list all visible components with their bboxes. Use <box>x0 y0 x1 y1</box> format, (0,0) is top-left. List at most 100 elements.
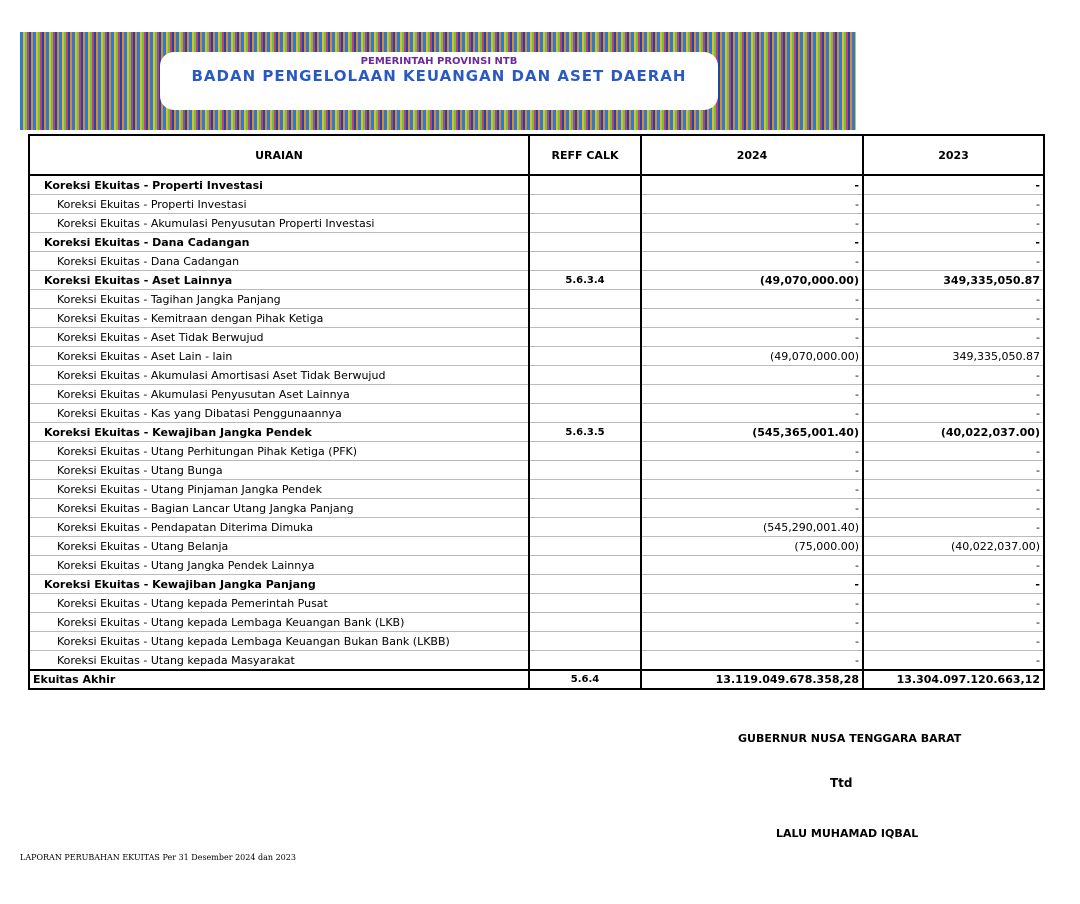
signature-title: GUBERNUR NUSA TENGGARA BARAT <box>738 732 962 745</box>
row-2024: - <box>640 593 864 613</box>
row-2024: - <box>640 650 864 671</box>
table-row: Koreksi Ekuitas - Utang kepada Lembaga K… <box>28 631 1045 651</box>
row-reff <box>528 517 642 537</box>
row-label: Koreksi Ekuitas - Akumulasi Penyusutan A… <box>28 384 530 404</box>
row-label: Koreksi Ekuitas - Aset Lain - lain <box>28 346 530 366</box>
row-reff <box>528 327 642 347</box>
table-row: Koreksi Ekuitas - Aset Lainnya 5.6.3.4 (49… <box>28 270 1045 290</box>
row-label: Koreksi Ekuitas - Akumulasi Penyusutan P… <box>28 213 530 233</box>
row-2023: - <box>862 650 1045 671</box>
row-2023: - <box>862 631 1045 651</box>
row-2024: - <box>640 251 864 271</box>
table-row: Koreksi Ekuitas - Utang Bunga - - <box>28 460 1045 480</box>
row-2023: - <box>862 460 1045 480</box>
row-2023: - <box>862 574 1045 594</box>
row-2024: - <box>640 460 864 480</box>
row-2023: - <box>862 175 1045 195</box>
row-label: Koreksi Ekuitas - Utang kepada Masyaraka… <box>28 650 530 671</box>
header-2024: 2024 <box>640 134 864 176</box>
row-2024: - <box>640 612 864 632</box>
row-label: Koreksi Ekuitas - Dana Cadangan <box>28 232 530 252</box>
row-2023: - <box>862 213 1045 233</box>
row-2024: - <box>640 213 864 233</box>
row-reff: 5.6.3.5 <box>528 422 642 442</box>
row-2023: - <box>862 555 1045 575</box>
row-2024: - <box>640 308 864 328</box>
row-label: Koreksi Ekuitas - Utang kepada Pemerinta… <box>28 593 530 613</box>
total-label: Ekuitas Akhir <box>28 669 530 690</box>
row-reff <box>528 631 642 651</box>
table-row: Koreksi Ekuitas - Dana Cadangan - - <box>28 232 1045 252</box>
table-row: Koreksi Ekuitas - Akumulasi Penyusutan A… <box>28 384 1045 404</box>
footer-text: LAPORAN PERUBAHAN EKUITAS Per 31 Desembe… <box>20 853 296 862</box>
row-reff <box>528 555 642 575</box>
row-label: Koreksi Ekuitas - Utang kepada Lembaga K… <box>28 631 530 651</box>
row-2024: (49,070,000.00) <box>640 346 864 366</box>
table-row: Koreksi Ekuitas - Utang kepada Masyaraka… <box>28 650 1045 671</box>
row-reff <box>528 650 642 671</box>
row-reff <box>528 289 642 309</box>
row-2023: - <box>862 498 1045 518</box>
row-reff <box>528 308 642 328</box>
row-label: Koreksi Ekuitas - Utang kepada Lembaga K… <box>28 612 530 632</box>
row-reff <box>528 403 642 423</box>
row-reff <box>528 593 642 613</box>
row-2023: - <box>862 441 1045 461</box>
letterhead-line2: BADAN PENGELOLAAN KEUANGAN DAN ASET DAER… <box>191 67 687 85</box>
row-2024: - <box>640 441 864 461</box>
row-label: Koreksi Ekuitas - Bagian Lancar Utang Ja… <box>28 498 530 518</box>
row-2023: - <box>862 194 1045 214</box>
row-2024: - <box>640 194 864 214</box>
table-row: Koreksi Ekuitas - Akumulasi Amortisasi A… <box>28 365 1045 385</box>
signature-name: LALU MUHAMAD IQBAL <box>776 827 919 840</box>
row-2023: - <box>862 403 1045 423</box>
row-2024: - <box>640 555 864 575</box>
row-2023: - <box>862 251 1045 271</box>
row-2023: - <box>862 593 1045 613</box>
row-reff <box>528 213 642 233</box>
row-2024: (75,000.00) <box>640 536 864 556</box>
row-label: Koreksi Ekuitas - Aset Lainnya <box>28 270 530 290</box>
row-2024: (545,290,001.40) <box>640 517 864 537</box>
row-label: Koreksi Ekuitas - Utang Belanja <box>28 536 530 556</box>
row-reff <box>528 194 642 214</box>
row-label: Koreksi Ekuitas - Kas yang Dibatasi Peng… <box>28 403 530 423</box>
row-label: Koreksi Ekuitas - Aset Tidak Berwujud <box>28 327 530 347</box>
letterhead-banner: PEMERINTAH PROVINSI NTB BADAN PENGELOLAA… <box>20 32 856 130</box>
table-row: Koreksi Ekuitas - Pendapatan Diterima Di… <box>28 517 1045 537</box>
header-2023: 2023 <box>862 134 1045 176</box>
row-label: Koreksi Ekuitas - Tagihan Jangka Panjang <box>28 289 530 309</box>
row-2023: (40,022,037.00) <box>862 536 1045 556</box>
table-row: Koreksi Ekuitas - Utang Pinjaman Jangka … <box>28 479 1045 499</box>
row-2023: - <box>862 365 1045 385</box>
signature-ttd: Ttd <box>830 776 853 790</box>
row-2024: - <box>640 403 864 423</box>
total-reff: 5.6.4 <box>528 669 642 690</box>
row-reff <box>528 460 642 480</box>
table-row: Koreksi Ekuitas - Bagian Lancar Utang Ja… <box>28 498 1045 518</box>
table-row: Koreksi Ekuitas - Kewajiban Jangka Pende… <box>28 422 1045 442</box>
table-row: Koreksi Ekuitas - Kas yang Dibatasi Peng… <box>28 403 1045 423</box>
row-2024: (545,365,001.40) <box>640 422 864 442</box>
row-2024: (49,070,000.00) <box>640 270 864 290</box>
row-2023: - <box>862 232 1045 252</box>
table-row: Koreksi Ekuitas - Kemitraan dengan Pihak… <box>28 308 1045 328</box>
row-reff <box>528 384 642 404</box>
letterhead-line1: PEMERINTAH PROVINSI NTB <box>360 56 518 67</box>
row-reff <box>528 365 642 385</box>
row-label: Koreksi Ekuitas - Properti Investasi <box>28 175 530 195</box>
table-header: URAIAN REFF CALK 2024 2023 <box>28 134 1045 176</box>
table-row: Koreksi Ekuitas - Utang Perhitungan Piha… <box>28 441 1045 461</box>
row-2024: - <box>640 175 864 195</box>
table-row: Koreksi Ekuitas - Tagihan Jangka Panjang… <box>28 289 1045 309</box>
row-label: Koreksi Ekuitas - Kemitraan dengan Pihak… <box>28 308 530 328</box>
row-label: Koreksi Ekuitas - Kewajiban Jangka Pende… <box>28 422 530 442</box>
row-label: Koreksi Ekuitas - Utang Jangka Pendek La… <box>28 555 530 575</box>
row-2023: - <box>862 327 1045 347</box>
row-label: Koreksi Ekuitas - Akumulasi Amortisasi A… <box>28 365 530 385</box>
row-reff: 5.6.3.4 <box>528 270 642 290</box>
total-row: Ekuitas Akhir 5.6.4 13.119.049.678.358,28 1… <box>28 669 1045 690</box>
row-label: Koreksi Ekuitas - Pendapatan Diterima Di… <box>28 517 530 537</box>
header-uraian: URAIAN <box>28 134 530 176</box>
table-row: Koreksi Ekuitas - Utang kepada Lembaga K… <box>28 612 1045 632</box>
